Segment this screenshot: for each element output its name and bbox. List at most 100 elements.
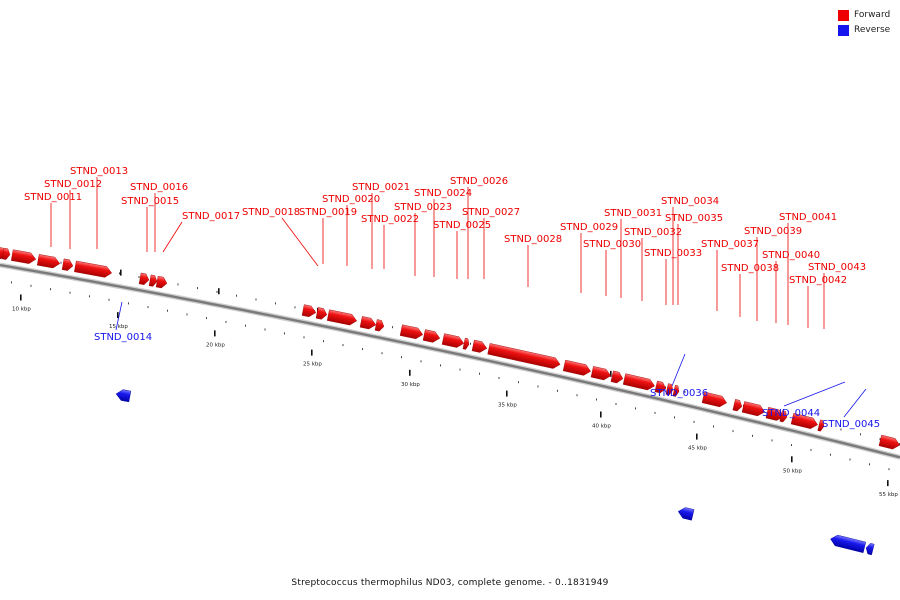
tick-marks — [2, 251, 900, 471]
leader-line — [281, 217, 319, 267]
tick-dot — [197, 287, 198, 290]
tick-dot — [255, 298, 257, 301]
leader-line — [162, 221, 183, 253]
gene-label-stnd_0044: STND_0044 — [762, 408, 820, 419]
gene-label-stnd_0032: STND_0032 — [624, 227, 682, 238]
gene-arrow-stnd_0025 — [441, 333, 465, 348]
gene-arrow-stnd_0040 — [765, 407, 785, 421]
tick-dot — [684, 390, 686, 393]
legend-item-forward: Forward — [838, 8, 890, 23]
kbp-label: 55 kbp — [879, 492, 898, 498]
tick-dot — [459, 368, 461, 371]
tick-dot — [177, 283, 179, 286]
major-tick-mark — [120, 269, 122, 276]
gene-label-stnd_0018: STND_0018 — [242, 207, 300, 218]
strand-legend: Forward Reverse — [838, 8, 890, 38]
major-tick-mark — [610, 370, 612, 377]
genome-backbone — [0, 262, 900, 460]
gene-arrow-stnd_0036 — [677, 507, 695, 521]
gene-arrow-stnd_0028 — [487, 343, 561, 369]
genome-caption: Streptococcus thermophilus ND03, complet… — [291, 578, 609, 588]
kbp-label: 20 kbp — [206, 342, 225, 348]
kbp-tick — [791, 456, 793, 463]
tick-dot — [108, 298, 110, 301]
legend-label-forward: Forward — [854, 10, 891, 20]
leader-line — [783, 381, 846, 407]
tick-dot — [830, 453, 831, 456]
tick-dot — [596, 398, 597, 401]
gene-arrow-stnd_0012 — [36, 254, 61, 269]
gene-arrow-stnd_0026 — [462, 337, 470, 350]
gene-arrow-stnd_0032 — [622, 373, 655, 391]
gene-label-stnd_0039: STND_0039 — [744, 226, 802, 237]
tick-dot — [216, 290, 218, 293]
tick-dot — [167, 309, 168, 312]
tick-dot — [888, 468, 890, 471]
gene-label-stnd_0041: STND_0041 — [779, 212, 837, 223]
gene-arrow-stnd_0038 — [732, 399, 743, 412]
tick-dot — [840, 428, 842, 431]
kbp-tick — [409, 369, 411, 376]
tick-dot — [294, 306, 296, 309]
gene-arrow-stnd_0013 — [61, 258, 74, 271]
gene-arrow — [1, 247, 11, 260]
tick-dot — [11, 281, 12, 284]
gene-arrow-stnd_0024 — [422, 329, 441, 343]
gene-arrow-stnd_0019 — [315, 307, 328, 320]
gene-arrow-stnd_0045 — [865, 543, 875, 556]
gene-arrow — [74, 260, 112, 278]
tick-dot — [323, 340, 324, 343]
kbp-tick — [117, 312, 119, 319]
kbp-label: 45 kbp — [688, 446, 707, 452]
gene-arrow-stnd_0018 — [301, 304, 317, 318]
gene-arrow-stnd_0021 — [359, 316, 377, 330]
tick-dot — [264, 328, 266, 331]
kbp-tick — [214, 330, 216, 337]
gene-arrow-stnd_0023 — [399, 324, 424, 340]
tick-dot — [186, 313, 188, 316]
gene-label-stnd_0022: STND_0022 — [361, 214, 419, 225]
gene-label-stnd_0028: STND_0028 — [504, 234, 562, 245]
tick-dot — [654, 411, 656, 414]
gene-arrow-stnd_0030 — [590, 366, 612, 381]
gene-label-stnd_0029: STND_0029 — [560, 222, 618, 233]
legend-item-reverse: Reverse — [838, 23, 890, 38]
tick-dot — [576, 394, 578, 397]
tick-dot — [50, 288, 51, 291]
tick-dot — [69, 291, 71, 294]
tick-dot — [771, 439, 773, 442]
tick-dot — [225, 320, 227, 323]
forward-swatch — [838, 10, 849, 21]
tick-dot — [518, 381, 519, 384]
gene-arrow-stnd_0042 — [790, 413, 818, 429]
tick-dot — [128, 302, 129, 305]
tick-dot — [791, 444, 792, 447]
reverse-swatch — [838, 25, 849, 36]
gene-arrow-stnd_0034 — [665, 383, 674, 396]
tick-dot — [275, 302, 276, 305]
gene-arrow-stnd_0017 — [155, 275, 168, 289]
gene-label-stnd_0015: STND_0015 — [121, 196, 179, 207]
gene-arrow-stnd_0031 — [610, 370, 624, 384]
tick-dot — [147, 306, 149, 309]
kbp-label: 50 kbp — [783, 468, 802, 474]
tick-dot — [665, 386, 666, 389]
kbp-label: 15 kbp — [109, 324, 128, 330]
tick-dot — [30, 284, 32, 287]
tick-dot — [849, 458, 851, 461]
kbp-tick — [20, 294, 22, 301]
tick-dot — [869, 463, 870, 466]
gene-label-stnd_0016: STND_0016 — [130, 182, 188, 193]
gene-arrow-stnd_0044 — [830, 534, 867, 553]
gene-arrow-stnd_0029 — [562, 359, 591, 376]
gene-arrow-stnd_0014 — [115, 389, 132, 403]
gene-label-stnd_0036: STND_0036 — [650, 388, 708, 399]
gene-arrow-stnd_0011 — [10, 249, 37, 264]
tick-dot — [674, 416, 675, 419]
tick-dot — [392, 326, 393, 329]
kbp-label: 10 kbp — [12, 307, 31, 313]
gene-label-stnd_0035: STND_0035 — [665, 213, 723, 224]
kbp-tick — [696, 433, 698, 440]
tick-dot — [89, 295, 90, 298]
gene-label-stnd_0017: STND_0017 — [182, 211, 240, 222]
